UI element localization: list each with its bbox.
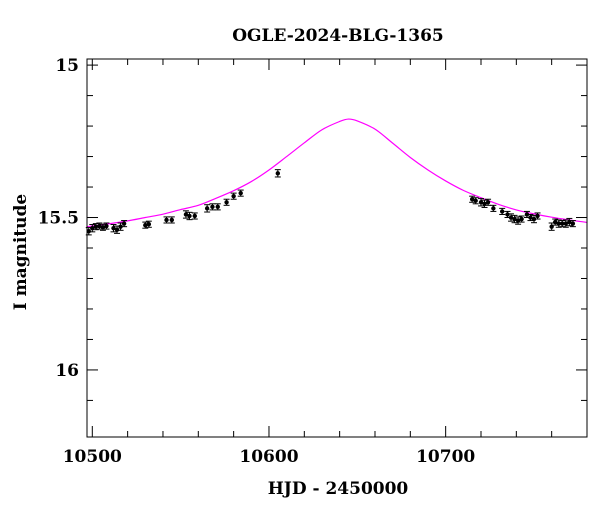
data-point [223, 198, 230, 206]
point-marker [118, 224, 123, 229]
x-tick-label: 10600 [239, 447, 298, 467]
point-marker [111, 225, 116, 231]
point-marker [528, 215, 533, 220]
point-marker [97, 223, 102, 229]
axis-ticks [87, 59, 588, 437]
point-marker [499, 209, 505, 214]
point-marker [104, 223, 109, 229]
point-marker [556, 221, 561, 226]
data-point [562, 219, 569, 228]
data-point [99, 223, 106, 231]
point-marker [524, 212, 530, 217]
point-marker [485, 200, 491, 205]
point-marker [238, 190, 243, 196]
point-marker [114, 227, 120, 232]
plot-frame [86, 58, 588, 438]
data-point [508, 213, 515, 222]
data-point [168, 216, 175, 224]
point-marker [183, 212, 189, 217]
point-marker [535, 213, 540, 219]
data-point [518, 215, 525, 223]
data-point [214, 203, 221, 211]
point-marker [100, 225, 106, 230]
data-point [230, 192, 237, 200]
data-point [191, 212, 198, 220]
x-axis-label: HJD - 2450000 [268, 479, 409, 499]
point-marker [560, 221, 565, 226]
point-marker [531, 216, 537, 222]
point-marker [512, 216, 517, 222]
data-point [569, 220, 576, 228]
point-marker [563, 221, 568, 226]
data-point [499, 207, 506, 215]
point-marker [491, 206, 496, 211]
chart-title: OGLE-2024-BLG-1365 [232, 26, 444, 46]
model-curve [86, 118, 588, 228]
data-point [477, 198, 484, 207]
data-point [237, 189, 244, 197]
point-marker [505, 212, 510, 217]
point-marker [164, 217, 169, 223]
point-marker [204, 206, 210, 211]
data-point [485, 198, 492, 206]
data-point [142, 221, 149, 229]
data-point [548, 222, 555, 231]
point-marker [552, 219, 558, 225]
point-marker [570, 221, 576, 226]
data-point [145, 220, 152, 228]
y-axis-label: I magnitude [11, 194, 31, 311]
point-marker [121, 221, 127, 226]
data-point [274, 169, 281, 178]
y-tick-label: 16 [55, 361, 79, 381]
data-point [182, 210, 189, 219]
point-marker [508, 215, 514, 220]
point-marker [275, 171, 281, 176]
data-point [186, 211, 193, 221]
point-marker [187, 213, 192, 219]
point-marker [473, 198, 478, 203]
data-point [555, 219, 562, 228]
data-point [490, 204, 497, 212]
point-marker [231, 193, 236, 199]
data-point [110, 224, 117, 233]
point-marker [192, 213, 197, 219]
point-marker [224, 200, 229, 205]
data-point [559, 220, 566, 228]
data-points [85, 169, 576, 236]
data-point [103, 222, 110, 230]
data-point [92, 223, 99, 231]
x-tick-label: 10700 [416, 447, 475, 467]
point-marker [519, 216, 524, 222]
x-tick-label: 10500 [63, 447, 122, 467]
data-point [121, 220, 128, 228]
y-tick-label: 15.5 [38, 209, 79, 229]
point-marker [478, 200, 484, 205]
point-marker [215, 204, 220, 210]
point-marker [210, 204, 215, 210]
data-point [96, 222, 103, 230]
data-point [163, 216, 170, 224]
data-point [117, 222, 124, 231]
y-tick-label: 15 [55, 56, 79, 76]
data-point [511, 214, 518, 224]
data-point [204, 204, 211, 213]
point-marker [169, 217, 175, 223]
data-point [472, 197, 479, 205]
data-point [209, 203, 216, 211]
point-marker [143, 222, 148, 228]
point-marker [93, 224, 99, 229]
tick-labels: 10500 10600 10700 15 15.5 16 [38, 56, 476, 467]
point-marker [146, 222, 152, 227]
data-point [534, 212, 541, 220]
